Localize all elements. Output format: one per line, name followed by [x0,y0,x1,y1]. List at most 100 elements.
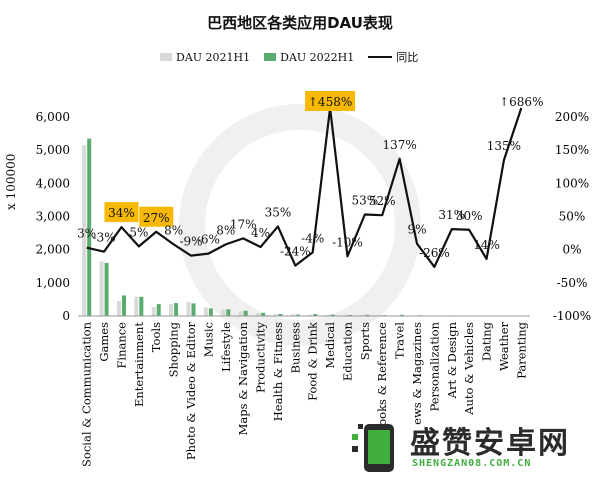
x-tick-label: Sports [358,322,372,360]
data-label: 31% [438,208,465,222]
bar-2022 [261,312,266,316]
y2-tick-label: 200% [555,110,589,124]
data-label: 9% [407,223,426,237]
y2-tick-label: -100% [553,309,591,323]
bar-2022 [139,296,144,316]
x-tick-label: Auto & Vehicles [462,322,476,416]
bar-2022 [156,304,161,316]
x-tick-label: Weather [497,321,511,370]
x-tick-label: Productivity [254,322,268,393]
x-tick-label: Social & Communication [80,321,94,467]
legend-label-yoy: 同比 [396,51,419,64]
data-label: ↑686% [499,95,543,109]
legend-item-yoy: 同比 [368,49,418,65]
x-tick-label: Food & Drink [306,321,320,401]
data-label: 3% [77,227,96,241]
bar-2022 [278,314,283,316]
y2-tick-label: 150% [555,143,589,157]
bar-2021 [134,296,139,316]
watermark: 盛赞安卓网 SHENGZAN08.COM.CN [350,416,598,476]
bar-2021 [82,145,87,316]
bar-2021 [273,314,278,316]
y2-tick-label: 0% [562,243,581,257]
data-label: -24% [280,245,311,259]
data-label: 137% [382,138,416,152]
bar-2021 [203,307,208,316]
data-label: -9% [179,235,202,249]
data-label: 52% [369,194,396,208]
y-tick-label: 1,000 [36,276,70,290]
bar-2022 [191,303,196,316]
y-tick-label: 5,000 [36,143,70,157]
bar-2022 [174,303,179,316]
bar-2021 [238,311,243,316]
bar-2021 [256,312,261,316]
bar-2022 [330,314,335,316]
data-label: 34% [108,206,135,220]
x-tick-label: Medical [323,322,337,369]
x-tick-label: Health & Fitness [271,322,285,421]
data-label: 8% [164,223,183,237]
bar-2022 [313,314,318,316]
y-tick-label: 6,000 [36,110,70,124]
y-tick-label: 4,000 [36,176,70,190]
bar-2021 [151,307,156,316]
data-label-highlight [139,206,174,227]
data-label-highlight [104,202,139,223]
bar-2022 [208,308,213,316]
watermark-circle [179,104,421,346]
bar-2022 [295,314,300,316]
data-label: 35% [265,205,292,219]
x-tick-label: Travel [393,322,407,359]
bar-2021 [221,309,226,316]
y-tick-label: 3,000 [36,210,70,224]
bar-2021 [325,314,330,316]
data-label: 30% [456,209,483,223]
data-label: 27% [143,211,170,225]
data-label: 135% [487,139,521,153]
y-tick-label: 2,000 [36,243,70,257]
watermark-name: 盛赞安卓网 [410,426,570,461]
legend-swatch-yoy [368,56,393,58]
yoy-line [86,106,523,269]
x-tick-label: ews & Magazines [410,322,424,425]
x-tick-label: ooks & Reference [375,322,389,426]
bar-2021 [99,261,104,316]
data-label-highlight [305,91,356,111]
data-label: -26% [419,246,450,260]
bar-2021 [116,301,121,316]
x-tick-label: Music [201,322,215,357]
bar-2021 [290,314,295,316]
watermark-emblem [179,104,421,346]
y2-tick-label: 100% [555,176,589,190]
bar-2021 [342,314,347,316]
watermark-phone-icon [352,424,394,472]
legend: DAU 2021H1 DAU 2022H1 同比 [160,49,418,65]
data-label: 14% [473,238,500,252]
legend-swatch-2022 [264,53,277,61]
watermark-url: SHENGZAN08.COM.CN [412,458,532,469]
legend-swatch-2021 [160,53,172,61]
legend-label-2021: DAU 2021H1 [176,50,251,64]
legend-item-2021: DAU 2021H1 [160,51,250,64]
x-tick-label: Shopping [167,321,181,377]
x-tick-label: Photo & Video & Editor [184,322,198,461]
x-tick-label: Art & Design [445,321,459,399]
data-label: -10% [332,235,363,249]
data-label: 5% [129,225,148,239]
y2-tick-label: -50% [557,276,588,290]
data-label: 8% [216,223,235,237]
legend-label-2022: DAU 2022H1 [280,50,355,64]
bar-2022 [226,309,231,316]
bar-2021 [186,302,191,316]
data-label: -3% [93,231,116,245]
data-label: ↑458% [308,95,352,109]
x-tick-label: Tools [149,322,163,352]
x-tick-label: Business [288,322,302,374]
bar-2022 [243,310,248,316]
x-tick-label: Personalization [427,321,441,411]
x-tick-label: Parenting [514,321,528,378]
bar-2021 [169,304,174,316]
